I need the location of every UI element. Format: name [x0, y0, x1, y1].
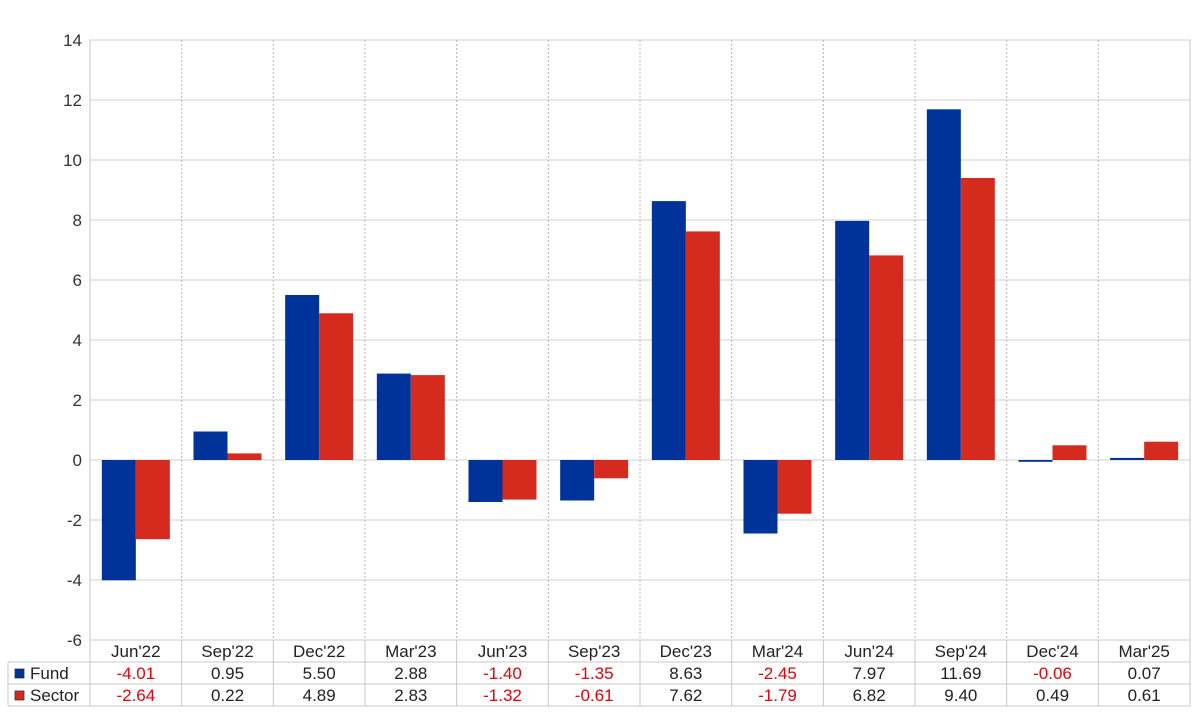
table-cell-sector: 2.83 [394, 686, 427, 705]
bar-sector-Mar'24 [777, 460, 812, 514]
x-category-label: Sep'24 [935, 642, 987, 661]
bar-fund-Dec'24 [1018, 460, 1053, 462]
y-tick-label: 4 [73, 331, 82, 350]
bar-fund-Dec'23 [651, 201, 686, 460]
table-cell-sector: 0.22 [211, 686, 244, 705]
table-cell-sector: 0.49 [1036, 686, 1069, 705]
x-category-label: Mar'23 [385, 642, 436, 661]
bar-sector-Dec'22 [319, 313, 354, 460]
y-tick-label: -6 [67, 631, 82, 650]
table-cell-sector: -2.64 [116, 686, 155, 705]
table-cell-sector: 4.89 [303, 686, 336, 705]
x-category-label: Sep'22 [201, 642, 253, 661]
y-tick-label: 12 [63, 91, 82, 110]
x-category-label: Sep'23 [568, 642, 620, 661]
bar-fund-Dec'22 [285, 295, 320, 460]
table-cell-fund: 2.88 [394, 664, 427, 683]
bar-sector-Mar'23 [410, 375, 445, 460]
y-tick-label: -4 [67, 571, 82, 590]
table-cell-fund: 8.63 [669, 664, 702, 683]
table-cell-fund: -4.01 [116, 664, 155, 683]
x-category-label: Jun'23 [478, 642, 528, 661]
bar-sector-Mar'25 [1144, 441, 1179, 460]
y-tick-label: 8 [73, 211, 82, 230]
x-category-label: Mar'25 [1118, 642, 1169, 661]
table-cell-fund: 11.69 [940, 664, 981, 683]
bar-fund-Jun'23 [468, 460, 503, 502]
table-cell-sector: -1.79 [758, 686, 797, 705]
x-category-label: Dec'23 [660, 642, 712, 661]
bars [101, 109, 1179, 581]
bar-sector-Sep'22 [227, 453, 262, 460]
bar-sector-Sep'24 [960, 178, 995, 460]
bar-sector-Jun'24 [869, 255, 904, 460]
table-cell-fund: -2.45 [758, 664, 797, 683]
gridlines [89, 39, 1191, 641]
table-cell-fund: 0.07 [1128, 664, 1161, 683]
table-cell-sector: 7.62 [669, 686, 702, 705]
y-tick-label: 6 [73, 271, 82, 290]
y-tick-label: 14 [63, 31, 82, 50]
y-tick-label: 10 [63, 151, 82, 170]
x-category-label: Jun'22 [111, 642, 161, 661]
bar-fund-Mar'24 [743, 460, 778, 534]
legend-swatch-fund [14, 668, 25, 679]
table-cell-sector: 6.82 [853, 686, 886, 705]
bar-sector-Jun'23 [502, 460, 537, 500]
y-axis: -6 -4 -2 0 2 4 6 8 10 12 14 [63, 31, 82, 650]
table-cell-fund: -1.40 [483, 664, 522, 683]
table-cell-fund: 7.97 [853, 664, 886, 683]
data-table: Jun'22 Sep'22 Dec'22 Mar'23 Jun'23 Sep'23 Dec'… [7, 639, 1191, 707]
x-category-label: Dec'22 [293, 642, 345, 661]
table-cell-sector: -1.32 [483, 686, 522, 705]
bar-fund-Mar'23 [376, 373, 411, 460]
bar-sector-Dec'24 [1052, 445, 1087, 460]
bar-fund-Sep'24 [926, 109, 961, 461]
bar-sector-Sep'23 [594, 460, 629, 479]
bar-fund-Jun'22 [101, 460, 136, 581]
x-category-label: Mar'24 [752, 642, 803, 661]
legend-swatch-sector [14, 690, 25, 701]
bar-fund-Mar'25 [1110, 457, 1145, 460]
bar-sector-Dec'23 [685, 231, 720, 460]
x-category-label: Dec'24 [1026, 642, 1078, 661]
bar-fund-Sep'23 [560, 460, 595, 501]
legend-label-fund: Fund [30, 664, 69, 683]
y-tick-label: 2 [73, 391, 82, 410]
table-cell-fund: -0.06 [1033, 664, 1072, 683]
legend-label-sector: Sector [30, 686, 79, 705]
y-tick-label: -2 [67, 511, 82, 530]
table-cell-sector: 9.40 [944, 686, 977, 705]
y-tick-label: 0 [73, 451, 82, 470]
table-cell-sector: 0.61 [1128, 686, 1161, 705]
table-cell-fund: -1.35 [575, 664, 614, 683]
x-category-label: Jun'24 [844, 642, 894, 661]
table-cell-fund: 5.50 [303, 664, 336, 683]
bar-fund-Jun'24 [835, 220, 870, 460]
bar-sector-Jun'22 [135, 460, 170, 540]
bar-fund-Sep'22 [193, 431, 228, 460]
table-cell-fund: 0.95 [211, 664, 244, 683]
table-cell-sector: -0.61 [575, 686, 614, 705]
